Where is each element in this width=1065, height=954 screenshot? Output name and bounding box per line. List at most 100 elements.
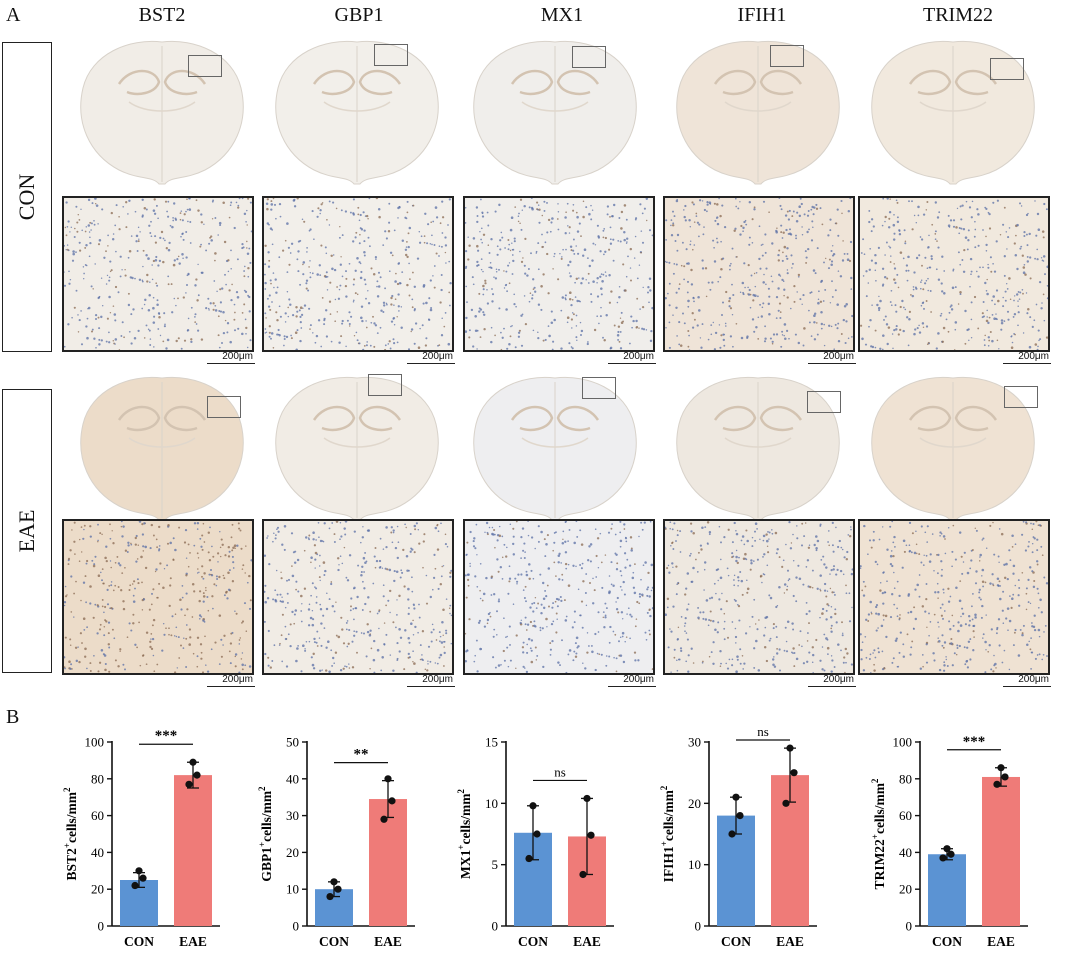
data-point [782, 799, 790, 807]
data-point [583, 794, 591, 803]
significance-label: ns [757, 724, 769, 739]
zoom-image-gbp1-con [262, 196, 454, 352]
data-point [388, 797, 396, 805]
data-point [993, 780, 1001, 788]
y-tick-label: 60 [899, 808, 912, 823]
scale-bar-label: 200μm [222, 351, 253, 362]
data-point [193, 771, 201, 779]
data-point [947, 850, 955, 858]
gene-title-gbp1: GBP1 [334, 4, 384, 26]
row-label-con-box: CON [2, 42, 52, 352]
data-point [334, 885, 342, 893]
zoom-image-bst2-eae [62, 519, 254, 675]
scale-bar-label: 200μm [823, 351, 854, 362]
brain-slice-ifih1-con [676, 40, 840, 185]
x-tick-label: EAE [179, 934, 207, 949]
data-point [790, 769, 798, 777]
roi-box [1004, 386, 1038, 408]
roi-box [582, 377, 616, 399]
y-tick-label: 30 [286, 808, 299, 823]
y-axis-label: GBP1+cells/mm2 [257, 786, 274, 882]
data-point [380, 815, 388, 823]
x-tick-label: CON [721, 934, 751, 949]
gene-title-bst2: BST2 [138, 4, 186, 26]
zoom-image-trim22-eae [858, 519, 1050, 675]
scale-bar-label: 200μm [623, 674, 654, 685]
scale-bar: 200μm [808, 350, 856, 364]
data-point [326, 892, 334, 901]
gene-title-mx1: MX1 [540, 4, 584, 26]
scale-bar: 200μm [207, 673, 255, 687]
data-point [732, 793, 740, 801]
panel-b-label: B [6, 706, 20, 728]
roi-box [368, 374, 402, 396]
brain-slice-bst2-con [80, 40, 244, 185]
y-tick-label: 0 [293, 919, 300, 934]
y-tick-label: 80 [899, 771, 912, 786]
data-point [728, 830, 736, 838]
y-tick-label: 100 [85, 735, 105, 750]
y-tick-label: 20 [688, 796, 701, 811]
y-tick-label: 40 [91, 845, 104, 860]
data-point [384, 775, 392, 783]
significance-label: *** [963, 734, 986, 750]
data-point [139, 874, 147, 882]
scale-bar-label: 200μm [623, 351, 654, 362]
y-tick-label: 50 [286, 735, 299, 750]
roi-box [572, 46, 606, 68]
data-point [1001, 773, 1009, 781]
panel-a-label: A [6, 4, 21, 26]
zoom-image-trim22-con [858, 196, 1050, 352]
roi-box [990, 58, 1024, 80]
x-tick-label: EAE [776, 934, 804, 949]
scale-bar-label: 200μm [1018, 351, 1049, 362]
y-tick-label: 80 [91, 771, 104, 786]
x-tick-label: CON [124, 934, 154, 949]
scale-bar: 200μm [808, 673, 856, 687]
data-point [587, 831, 595, 839]
scale-bar: 200μm [608, 350, 656, 364]
y-tick-label: 5 [492, 857, 499, 872]
y-tick-label: 20 [286, 845, 299, 860]
y-tick-label: 10 [688, 857, 701, 872]
roi-box [807, 391, 841, 413]
bar-eae [174, 775, 212, 926]
y-tick-label: 0 [492, 919, 499, 934]
bar-eae [369, 799, 407, 926]
scale-bar: 200μm [1003, 350, 1051, 364]
data-point [330, 878, 338, 886]
y-tick-label: 40 [899, 845, 912, 860]
y-tick-label: 10 [485, 796, 498, 811]
significance-label: ns [554, 764, 566, 779]
bar-con [928, 854, 966, 926]
scale-bar-label: 200μm [222, 674, 253, 685]
y-tick-label: 10 [286, 882, 299, 897]
x-tick-label: CON [319, 934, 349, 949]
x-tick-label: CON [518, 934, 548, 949]
brain-slice-trim22-con [871, 40, 1035, 185]
brain-slice-gbp1-eae [275, 376, 439, 521]
x-tick-label: EAE [374, 934, 402, 949]
brain-slice-gbp1-con [275, 40, 439, 185]
data-point [939, 854, 947, 862]
scale-bar: 200μm [407, 350, 455, 364]
y-tick-label: 0 [695, 919, 702, 934]
zoom-image-mx1-con [463, 196, 655, 352]
y-tick-label: 15 [485, 735, 498, 750]
x-tick-label: EAE [987, 934, 1015, 949]
y-tick-label: 40 [286, 771, 299, 786]
zoom-image-gbp1-eae [262, 519, 454, 675]
y-tick-label: 30 [688, 735, 701, 750]
y-axis-label: MX1+cells/mm2 [456, 789, 473, 879]
y-axis-label: IFIH1+cells/mm2 [659, 785, 676, 882]
significance-label: *** [155, 728, 178, 744]
y-axis-label: BST2+cells/mm2 [62, 787, 79, 880]
data-point [529, 802, 537, 810]
scale-bar-label: 200μm [422, 351, 453, 362]
data-point [533, 830, 541, 838]
zoom-image-mx1-eae [463, 519, 655, 675]
roi-box [770, 45, 804, 67]
y-tick-label: 0 [906, 919, 913, 934]
scale-bar-label: 200μm [823, 674, 854, 685]
roi-box [374, 44, 408, 66]
